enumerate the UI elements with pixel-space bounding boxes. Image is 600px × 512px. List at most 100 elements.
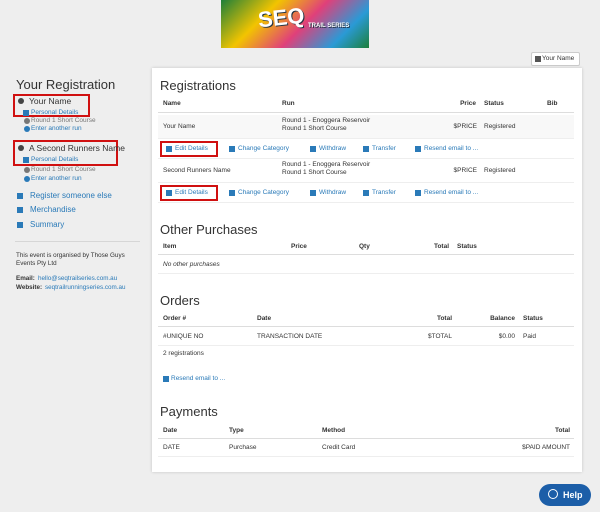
run-icon (24, 167, 30, 173)
personal-details-link[interactable]: Personal Details (31, 108, 79, 116)
order-summary: 2 registrations (163, 349, 204, 357)
person-icon (18, 145, 24, 151)
run-icon (24, 118, 30, 124)
user-menu-button[interactable] (531, 52, 580, 66)
order-cell: $TOTAL (428, 332, 452, 340)
logo-title: SEQ (256, 2, 306, 33)
enter-run-link[interactable]: Enter another run (31, 174, 82, 182)
email-link[interactable]: hello@seqtrailseries.com.au (38, 274, 118, 282)
edit-link[interactable]: Edit Details (175, 188, 208, 196)
divider (158, 138, 574, 139)
section-title: Registrations (160, 77, 236, 93)
edit-link[interactable]: Edit Details (175, 144, 208, 152)
column-header: Total (433, 242, 449, 250)
divider (158, 158, 574, 159)
registrant-name: Second Runners Name (163, 166, 231, 174)
help-label[interactable]: Help (563, 489, 583, 500)
edit-icon (166, 190, 172, 196)
transfer-icon (363, 146, 369, 152)
column-header: Total (436, 314, 452, 322)
run-name: Round 1 - Enoggera Reservoir (282, 160, 371, 168)
payment-cell: DATE (163, 443, 180, 451)
run-name: Round 1 Short Course (282, 168, 347, 176)
change-category-link[interactable]: Change Category (238, 144, 289, 152)
website-link[interactable]: seqtrailrunningseries.com.au (45, 283, 126, 291)
divider (158, 456, 574, 457)
nav-link[interactable]: Register someone else (30, 191, 112, 200)
column-header: Date (257, 314, 272, 322)
column-header: Price (291, 242, 307, 250)
section-title: Payments (160, 403, 218, 419)
nav-icon (17, 222, 23, 228)
column-header: Date (163, 426, 178, 434)
divider (158, 273, 574, 274)
payment-cell: Credit Card (322, 443, 356, 451)
nav-icon (17, 193, 23, 199)
divider (158, 112, 574, 113)
transfer-icon (363, 190, 369, 196)
divider (158, 182, 574, 183)
divider (158, 326, 574, 327)
enter-run-link[interactable]: Enter another run (31, 124, 82, 132)
empty-message: No other purchases (163, 260, 220, 268)
withdraw-icon (310, 146, 316, 152)
column-header: Item (163, 242, 177, 250)
logo-subtitle: TRAIL SERIES (308, 23, 350, 29)
website-label: Website: (16, 283, 43, 291)
resend-email-link[interactable]: Resend email to ... (424, 144, 479, 152)
change-category-icon (229, 190, 235, 196)
nav-link[interactable]: Merchandise (30, 205, 76, 214)
column-header: Status (484, 99, 504, 107)
nav-icon (17, 207, 23, 213)
resend-icon (163, 376, 169, 382)
highlight-box (160, 141, 218, 157)
user-menu-label[interactable]: Your Name (542, 54, 575, 62)
column-header: Qty (359, 242, 370, 250)
run-name: Round 1 Short Course (31, 116, 96, 124)
highlight-box (160, 185, 218, 201)
resend-email-icon (415, 146, 421, 152)
registrant-name[interactable]: A Second Runners Name (29, 142, 125, 153)
personal-details-link[interactable]: Personal Details (31, 155, 79, 163)
column-header: Method (322, 426, 346, 434)
payment-cell: Purchase (229, 443, 257, 451)
logo (221, 0, 369, 48)
add-icon (24, 126, 30, 132)
run-name: Round 1 - Enoggera Reservoir (282, 116, 371, 124)
resend-email-link[interactable]: Resend email to ... (171, 374, 226, 382)
withdraw-link[interactable]: Withdraw (319, 188, 347, 196)
transfer-link[interactable]: Transfer (372, 144, 396, 152)
help-icon (548, 489, 558, 499)
column-header: Order # (163, 314, 187, 322)
price: $PRICE (453, 166, 477, 174)
section-title: Orders (160, 292, 200, 308)
highlight-box (13, 140, 118, 166)
registrant-name: Your Name (163, 122, 196, 130)
run-name: Round 1 Short Course (31, 165, 96, 173)
divider (15, 241, 140, 242)
divider (158, 254, 574, 255)
change-category-link[interactable]: Change Category (238, 188, 289, 196)
email-label: Email: (16, 274, 35, 282)
withdraw-link[interactable]: Withdraw (319, 144, 347, 152)
edit-icon (166, 146, 172, 152)
transfer-link[interactable]: Transfer (372, 188, 396, 196)
nav-link[interactable]: Summary (30, 220, 65, 229)
resend-email-link[interactable]: Resend email to ... (424, 188, 479, 196)
column-header: Bib (547, 99, 558, 107)
row-background (158, 115, 574, 138)
column-header: Total (554, 426, 570, 434)
card-icon (23, 157, 29, 163)
order-cell: #UNIQUE NO (163, 332, 204, 340)
registrant-name[interactable]: Your Name (29, 95, 72, 106)
column-header: Price (460, 99, 476, 107)
column-header: Name (163, 99, 181, 107)
run-name: Round 1 Short Course (282, 124, 347, 132)
resend-email-icon (415, 190, 421, 196)
user-icon (535, 56, 541, 62)
section-title: Other Purchases (160, 221, 258, 237)
order-cell: Paid (523, 332, 537, 340)
column-header: Balance (490, 314, 515, 322)
card-icon (23, 110, 29, 116)
price: $PRICE (453, 122, 477, 130)
